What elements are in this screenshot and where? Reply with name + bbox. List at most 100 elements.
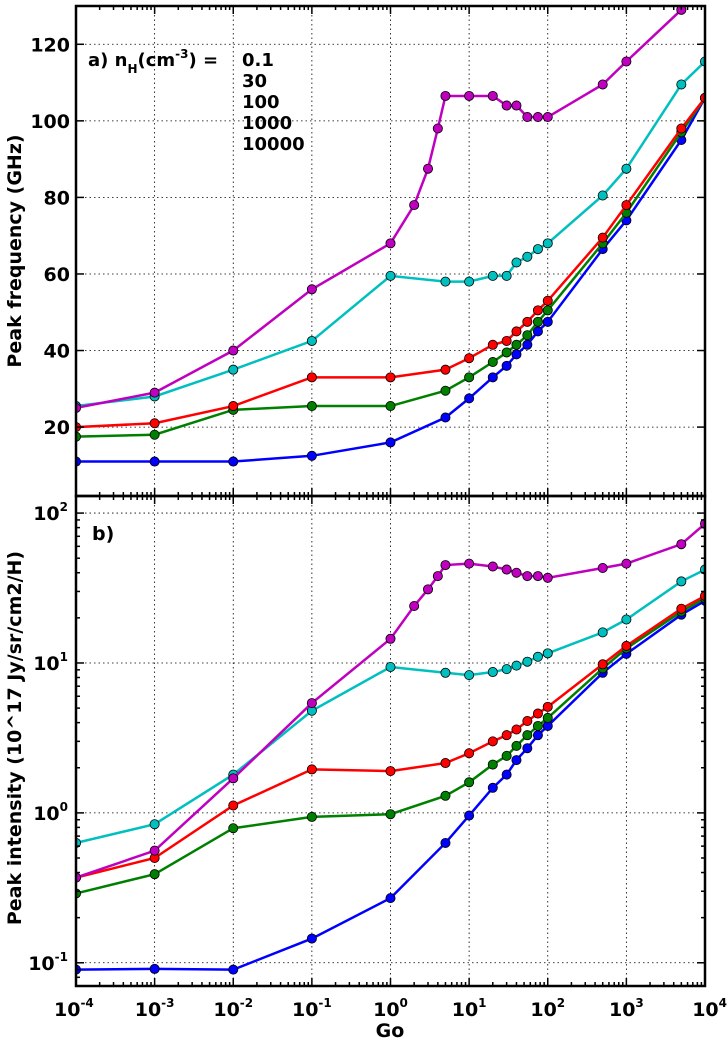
data-point-100 <box>385 372 396 383</box>
data-point-10000 <box>487 561 498 572</box>
x-tick-base: 10 <box>213 999 239 1021</box>
x-tick-label: 101 <box>452 996 487 1021</box>
x-tick-label: 10-3 <box>135 996 175 1021</box>
data-point-1000 <box>385 662 396 673</box>
y-tick-exponent: 1 <box>60 650 68 664</box>
data-point-10000 <box>228 345 239 356</box>
y-tick-base: 10 <box>33 503 59 525</box>
data-point-1000 <box>306 335 317 346</box>
data-point-1000 <box>532 651 543 662</box>
data-point-100 <box>149 418 160 429</box>
legend-entry-10000: 10000 <box>242 134 305 155</box>
panel-b-label: b) <box>92 523 114 545</box>
data-point-30 <box>385 809 396 820</box>
data-point-30 <box>385 401 396 412</box>
data-point-10000 <box>542 572 553 583</box>
data-point-1000 <box>228 364 239 375</box>
data-point-10000 <box>385 633 396 644</box>
data-point-0.1 <box>511 349 522 360</box>
data-point-10000 <box>409 600 420 611</box>
data-point-0.1 <box>487 782 498 793</box>
data-point-30 <box>532 316 543 327</box>
data-point-10000 <box>532 571 543 582</box>
data-point-1000 <box>511 257 522 268</box>
data-point-30 <box>228 823 239 834</box>
panel-b-ytick-label: 101 <box>33 650 68 675</box>
panel-a-series <box>76 6 705 467</box>
data-point-10000 <box>511 567 522 578</box>
data-point-100 <box>501 730 512 741</box>
data-point-1000 <box>501 270 512 281</box>
data-point-100 <box>464 748 475 759</box>
data-point-100 <box>542 295 553 306</box>
data-point-1000 <box>440 667 451 678</box>
data-point-0.1 <box>511 755 522 766</box>
data-point-0.1 <box>385 893 396 904</box>
data-point-0.1 <box>306 450 317 461</box>
panel-a-ytick-label: 80 <box>44 187 70 209</box>
data-point-30 <box>501 750 512 761</box>
legend-title-base: a) n <box>88 50 127 71</box>
y-tick-base: 10 <box>33 653 59 675</box>
legend-entry-30: 30 <box>242 71 267 92</box>
data-point-30 <box>542 305 553 316</box>
data-point-100 <box>306 764 317 775</box>
data-point-100 <box>597 659 608 670</box>
data-point-10000 <box>306 284 317 295</box>
data-point-10000 <box>464 90 475 101</box>
data-point-10000 <box>511 100 522 111</box>
data-point-1000 <box>522 251 533 262</box>
panel-b-ytick-label: 102 <box>33 500 68 525</box>
data-point-100 <box>440 758 451 769</box>
data-point-30 <box>464 372 475 383</box>
panel-b-ytick-label: 10-1 <box>28 950 68 975</box>
data-point-100 <box>228 401 239 412</box>
data-point-10000 <box>597 563 608 574</box>
data-point-1000 <box>511 660 522 671</box>
data-point-10000 <box>676 6 687 15</box>
y-tick-exponent: 0 <box>60 800 68 814</box>
y-tick-base: 10 <box>33 803 59 825</box>
data-point-30 <box>440 385 451 396</box>
data-point-100 <box>306 372 317 383</box>
panel-b-ytick-label: 100 <box>33 800 68 825</box>
data-point-30 <box>511 339 522 350</box>
data-point-100 <box>676 123 687 134</box>
data-point-30 <box>306 811 317 822</box>
data-point-100 <box>522 316 533 327</box>
data-point-0.1 <box>440 412 451 423</box>
data-point-1000 <box>542 238 553 249</box>
data-point-1000 <box>440 276 451 287</box>
x-tick-base: 10 <box>135 999 161 1021</box>
data-point-1000 <box>597 190 608 201</box>
data-point-100 <box>676 603 687 614</box>
data-point-10000 <box>522 112 533 123</box>
data-point-1000 <box>621 614 632 625</box>
data-point-100 <box>228 800 239 811</box>
data-point-10000 <box>464 558 475 569</box>
data-point-30 <box>487 357 498 368</box>
x-tick-base: 10 <box>292 999 318 1021</box>
data-point-0.1 <box>228 456 239 467</box>
data-point-10000 <box>501 100 512 111</box>
panel-b-ylabel: Peak intensity (10^17 Jy/sr/cm2/H) <box>4 551 26 925</box>
data-point-10000 <box>432 571 443 582</box>
data-point-10000 <box>385 238 396 249</box>
data-point-0.1 <box>542 316 553 327</box>
data-point-1000 <box>676 576 687 587</box>
data-point-10000 <box>228 773 239 784</box>
data-point-0.1 <box>385 437 396 448</box>
legend-entry-100: 100 <box>242 92 280 113</box>
x-tick-label: 104 <box>692 996 727 1021</box>
x-tick-exponent: 2 <box>557 996 565 1010</box>
data-point-30 <box>440 790 451 801</box>
x-tick-exponent: 4 <box>719 996 727 1010</box>
data-point-30 <box>542 712 553 723</box>
data-point-0.1 <box>228 964 239 975</box>
data-point-0.1 <box>440 837 451 848</box>
panel-a-ytick-label: 20 <box>44 417 70 439</box>
data-point-100 <box>511 724 522 735</box>
panel-a-ylabel: Peak frequency (GHz) <box>4 134 26 367</box>
data-point-30 <box>511 740 522 751</box>
legend-title-unit-open: (cm <box>138 50 176 71</box>
